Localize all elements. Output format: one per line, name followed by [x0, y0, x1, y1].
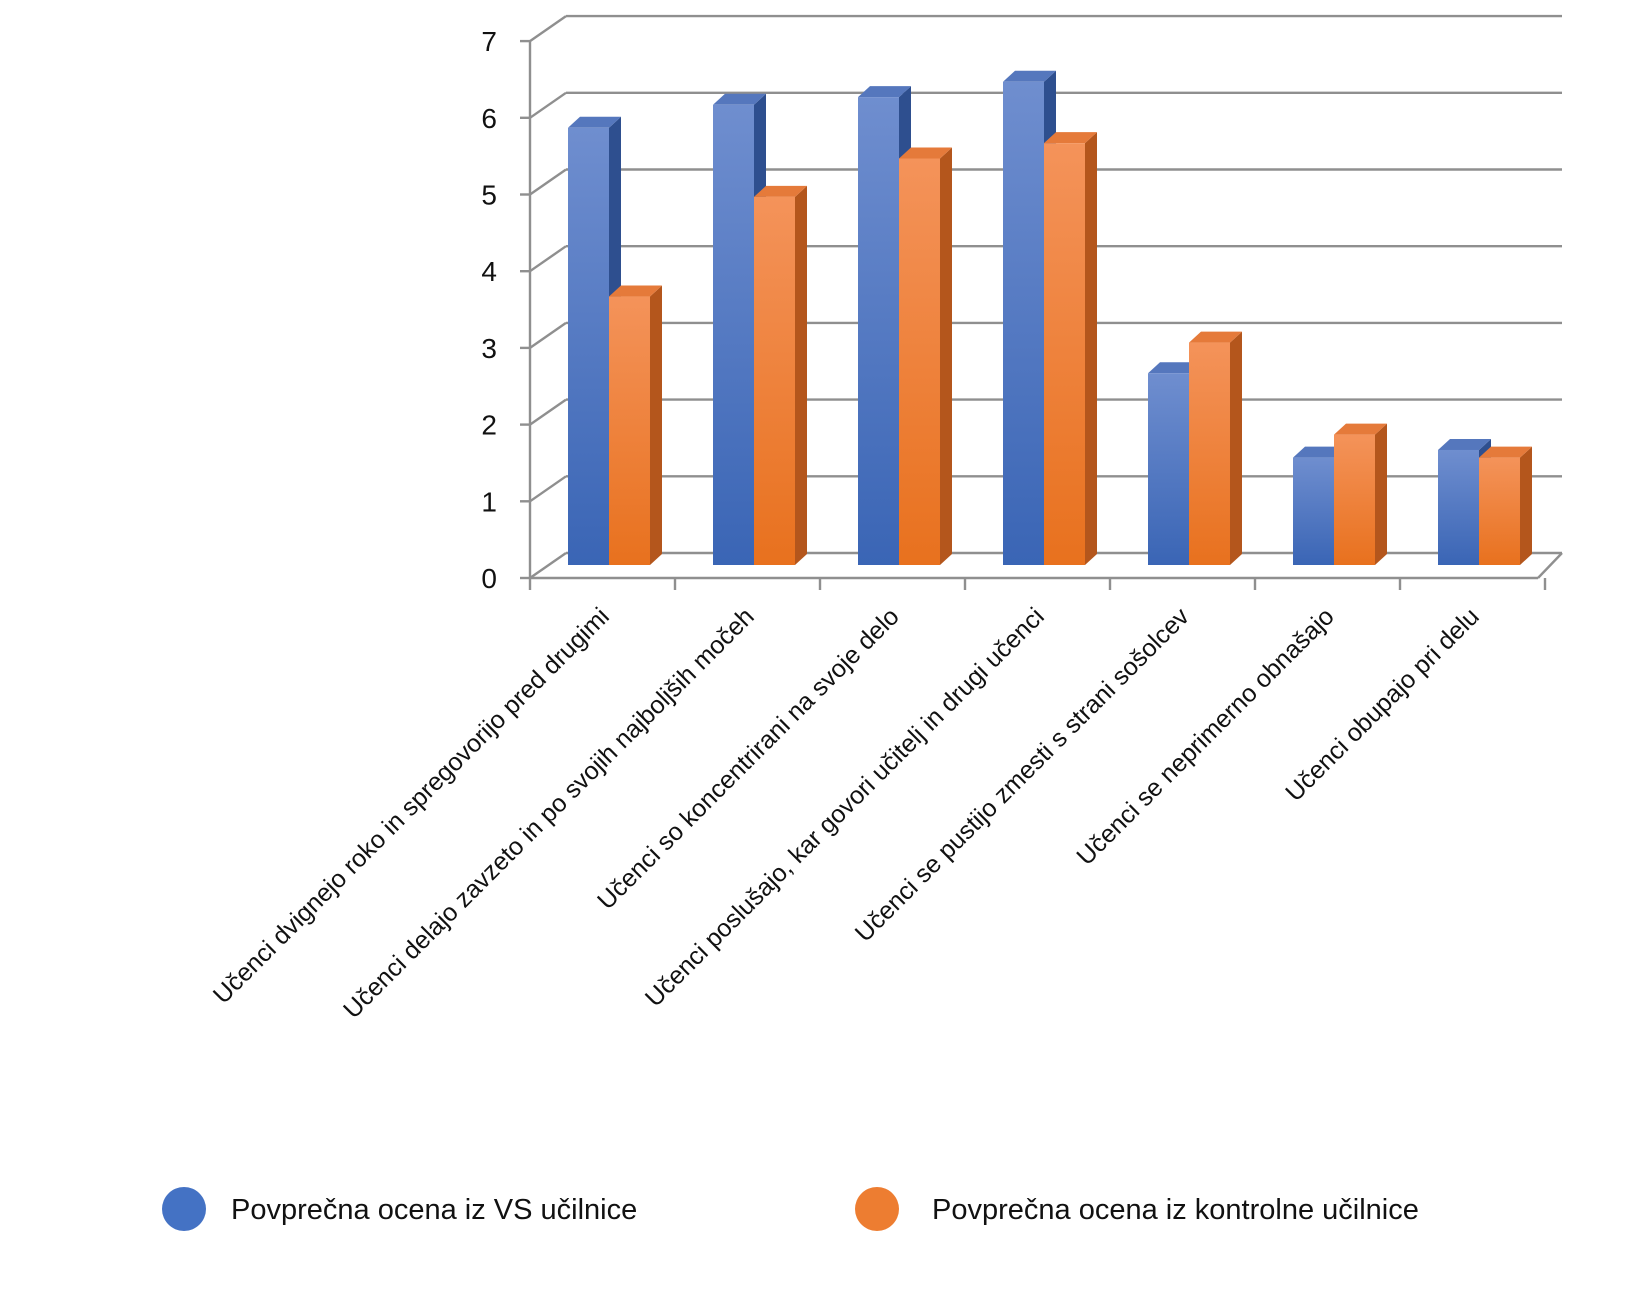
bar-top [1438, 438, 1491, 450]
floor-right-edge [1537, 552, 1563, 579]
bar [1479, 457, 1520, 565]
bar [1438, 449, 1479, 565]
gridline-slant [529, 15, 567, 43]
bar-top [1479, 446, 1532, 458]
bar [858, 97, 899, 565]
y-tick-label: 4 [481, 256, 497, 287]
bar-side [940, 147, 952, 566]
bar-top [568, 116, 621, 128]
bar-top [609, 285, 662, 297]
bar-side [1085, 132, 1097, 565]
bar-top [1003, 70, 1056, 82]
legend-swatch [855, 1187, 899, 1231]
bar-top [858, 86, 911, 98]
legend-label: Povprečna ocena iz VS učilnice [231, 1194, 637, 1226]
bar [899, 158, 940, 566]
bar [713, 104, 754, 566]
bar-top [1293, 446, 1346, 458]
y-tick-label: 1 [481, 486, 497, 517]
bar-side [1375, 423, 1387, 565]
bar [754, 196, 795, 565]
bar-top [1189, 331, 1242, 343]
bar-top [899, 147, 952, 159]
legend-swatch [162, 1187, 206, 1231]
x-category-label: Učenci se neprimerno obnašajo [1071, 602, 1339, 870]
x-category-label: Učenci so koncentrirani na svoje delo [592, 602, 905, 915]
bar-side [1520, 446, 1532, 565]
bar-side [795, 185, 807, 565]
bar [1044, 143, 1085, 565]
gridline-slant [529, 168, 567, 196]
y-tick-label: 0 [481, 563, 497, 594]
bar-top [754, 185, 807, 197]
bar [1293, 457, 1334, 565]
y-tick-label: 3 [481, 333, 497, 364]
bar-top [713, 93, 766, 105]
y-tick-label: 2 [481, 410, 497, 441]
bar [1003, 81, 1044, 565]
gridline-slant [529, 321, 567, 349]
bar [1334, 434, 1375, 565]
gridline-slant [529, 245, 567, 273]
legend-label: Povprečna ocena iz kontrolne učilnice [932, 1194, 1419, 1226]
y-tick-label: 6 [481, 103, 497, 134]
gridline-slant [529, 91, 567, 119]
bar [568, 127, 609, 565]
x-category-label: Učenci se pustijo zmesti s strani sošolc… [850, 602, 1195, 947]
y-tick-label: 5 [481, 180, 497, 211]
gridline-slant [529, 398, 567, 426]
bar [609, 296, 650, 565]
bar-side [650, 285, 662, 565]
bar-side [1230, 331, 1242, 565]
gridline-slant [529, 475, 567, 503]
legend: Povprečna ocena iz VS učilnice Povprečna … [162, 1187, 1419, 1231]
bar [1148, 373, 1189, 565]
bars [568, 70, 1532, 566]
bar [1189, 342, 1230, 565]
bar-top [1044, 132, 1097, 144]
y-tick-label: 7 [481, 26, 497, 57]
bar-top [1148, 362, 1201, 374]
gridline-slant [529, 552, 567, 579]
bar-top [1334, 423, 1387, 435]
